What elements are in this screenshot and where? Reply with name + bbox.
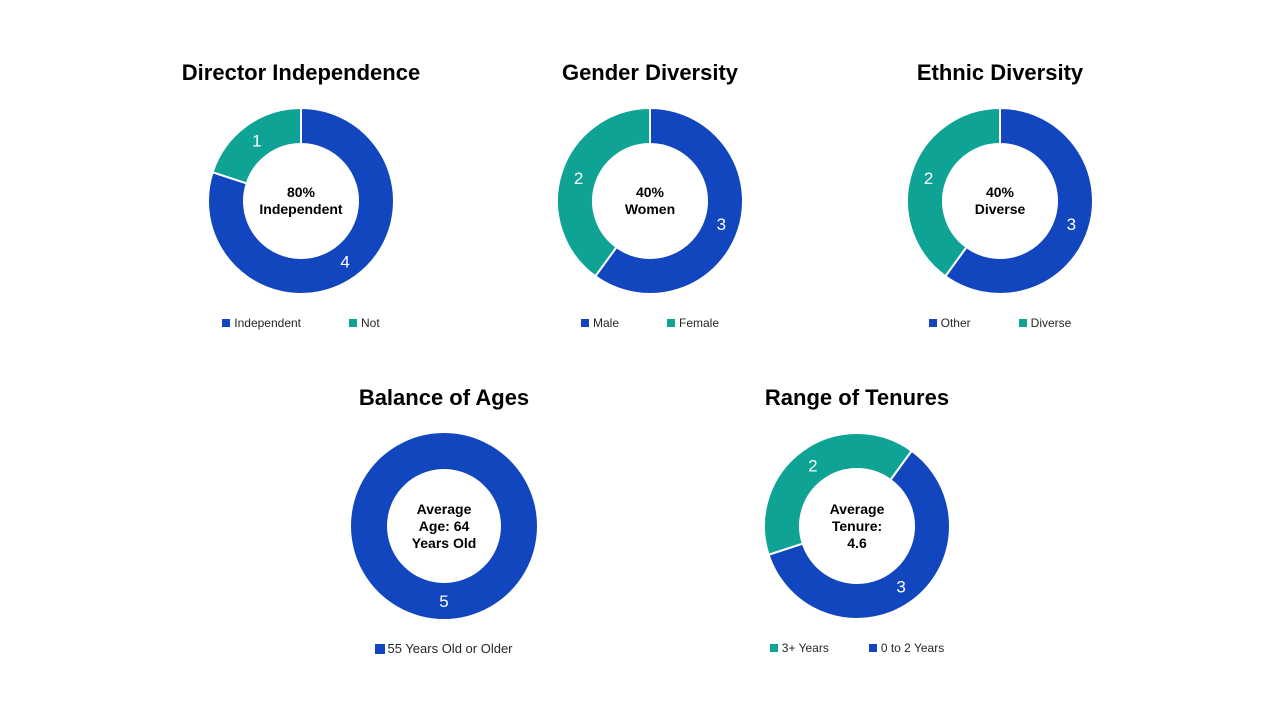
legend-swatch — [375, 643, 386, 654]
donut-slice-other — [943, 106, 1094, 295]
chart-title: Ethnic Diversity — [916, 60, 1084, 85]
slice-value-label: 4 — [340, 253, 349, 272]
donut-svg: 32 — [763, 432, 951, 620]
legend-swatch — [580, 319, 589, 327]
legend-swatch — [868, 644, 877, 652]
legend-swatch — [222, 319, 231, 327]
chart-title: Balance of Ages — [358, 385, 530, 410]
legend-label: 3+ Years — [781, 641, 829, 655]
legend-item-female: Female — [667, 316, 719, 330]
slice-value-label: 2 — [574, 169, 583, 188]
donut-svg: 41 — [207, 106, 395, 295]
legend-item-male: Male — [580, 316, 619, 330]
slice-value-label: 3 — [1067, 215, 1076, 234]
chart-legend: 55 Years Old or Older — [375, 641, 513, 656]
donut-slice-55-years-old-or-older — [350, 433, 537, 619]
legend-label: Male — [592, 316, 619, 330]
donut-slice-3-years — [763, 432, 914, 557]
donut-chart: 5 Average Age: 64 Years Old — [349, 431, 539, 621]
chart-title: Gender Diversity — [561, 60, 739, 85]
chart-title: Range of Tenures — [764, 385, 950, 410]
legend-item-0-to-2-years: 0 to 2 Years — [868, 641, 945, 655]
legend-swatch — [1018, 319, 1027, 327]
donut-slice-female — [556, 106, 651, 278]
legend-swatch — [349, 319, 358, 327]
slice-value-label: 2 — [924, 169, 933, 188]
chart-balance-of-ages: Balance of Ages 5 Average Age: 64 Years Ol… — [294, 385, 594, 656]
legend-item-diverse: Diverse — [1018, 316, 1072, 330]
donut-slice-diverse — [906, 106, 1001, 278]
donut-svg: 32 — [556, 106, 744, 295]
legend-label: 0 to 2 Years — [880, 641, 945, 655]
donut-svg: 5 — [350, 433, 537, 619]
slice-value-label: 2 — [808, 456, 817, 475]
donut-slice-not — [211, 106, 302, 185]
legend-item-independent: Independent — [222, 316, 301, 330]
legend-item-3-years: 3+ Years — [769, 641, 829, 655]
donut-slice-male — [593, 106, 744, 295]
legend-label: Female — [679, 316, 720, 330]
legend-swatch — [769, 644, 778, 652]
donut-svg: 32 — [906, 106, 1094, 295]
donut-slice-0-to-2-years — [767, 449, 951, 620]
legend-swatch — [667, 319, 675, 327]
slice-value-label: 3 — [717, 215, 726, 234]
legend-label: Independent — [234, 316, 302, 330]
slice-value-label: 3 — [896, 578, 905, 597]
chart-legend: Independent Not — [222, 316, 380, 330]
legend-item-55-years-old-or-older: 55 Years Old or Older — [375, 641, 513, 656]
legend-swatch — [928, 319, 937, 327]
slice-value-label: 1 — [252, 131, 261, 150]
donut-slice-independent — [207, 106, 395, 295]
legend-label: Diverse — [1030, 316, 1072, 330]
chart-legend: 3+ Years 0 to 2 Years — [769, 641, 945, 655]
chart-legend: Other Diverse — [928, 316, 1072, 330]
legend-item-other: Other — [928, 316, 971, 330]
slice-value-label: 5 — [439, 592, 448, 611]
legend-label: 55 Years Old or Older — [387, 641, 513, 656]
legend-label: Other — [940, 316, 971, 330]
legend-item-not: Not — [349, 316, 380, 330]
chart-title: Director Independence — [181, 60, 421, 85]
legend-label: Not — [361, 316, 380, 330]
chart-legend: Male Female — [580, 316, 719, 330]
